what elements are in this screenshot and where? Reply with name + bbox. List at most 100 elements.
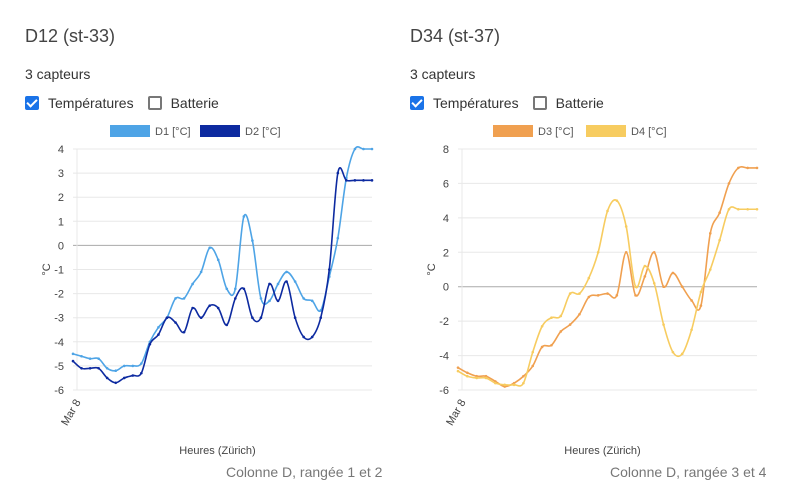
data-point	[699, 290, 703, 294]
y-tick-label: 6	[443, 178, 449, 190]
y-tick-label: 0	[58, 240, 64, 252]
x-axis-label: Heures (Zürich)	[179, 445, 255, 457]
battery-checkbox[interactable]	[147, 96, 162, 110]
panel-title: D12 (st-33)	[25, 26, 116, 46]
legend-item[interactable]: D4 [°C]	[586, 125, 667, 138]
legend-label: D4 [°C]	[631, 126, 667, 138]
data-point	[680, 285, 684, 289]
data-point	[634, 294, 637, 297]
data-point	[727, 182, 731, 185]
y-axis-label: °C	[41, 263, 53, 275]
data-point	[370, 147, 374, 151]
data-point	[114, 369, 118, 373]
data-point	[708, 232, 712, 235]
data-point	[708, 268, 712, 271]
data-point	[208, 304, 211, 307]
data-point	[456, 366, 460, 369]
y-tick-label: 0	[443, 282, 449, 294]
data-point	[199, 270, 203, 274]
data-point	[293, 280, 297, 283]
y-tick-label: 2	[443, 247, 449, 259]
data-point	[208, 246, 211, 250]
legend-item[interactable]: D3 [°C]	[493, 125, 574, 138]
series-toggles: Températures Batterie	[25, 93, 233, 113]
data-point	[690, 328, 693, 332]
data-point	[71, 359, 75, 363]
battery-label[interactable]: Batterie	[170, 95, 219, 111]
data-point	[302, 297, 305, 300]
data-point	[737, 166, 740, 170]
data-point	[191, 282, 194, 286]
data-point	[319, 316, 323, 319]
data-point	[302, 335, 305, 339]
data-point	[690, 299, 693, 302]
data-point	[624, 250, 628, 254]
battery-label[interactable]: Batterie	[555, 95, 604, 111]
data-point	[615, 199, 619, 202]
sensor-count: 3 capteurs	[25, 66, 91, 82]
y-tick-label: 3	[58, 168, 64, 180]
data-point	[293, 316, 297, 319]
y-axis-label: °C	[426, 263, 438, 275]
data-point	[345, 179, 348, 182]
data-point	[643, 275, 647, 278]
data-point	[718, 211, 721, 214]
data-point	[568, 323, 572, 326]
data-point	[568, 292, 572, 295]
y-tick-label: 1	[58, 216, 64, 228]
data-point	[578, 292, 581, 295]
data-point	[727, 207, 731, 211]
temperatures-label[interactable]: Températures	[48, 95, 134, 111]
y-tick-label: -4	[54, 337, 64, 349]
data-point	[718, 238, 721, 242]
data-point	[225, 323, 229, 327]
data-point	[88, 357, 92, 360]
data-point	[596, 294, 600, 297]
sensor-count: 3 capteurs	[410, 66, 476, 82]
data-point	[182, 297, 186, 300]
data-point	[268, 282, 271, 286]
temperature-chart-d12: D1 [°C] D2 [°C] -6 -5 -4 -3 -2 -1 0 1 2 3 4 Mar 8 °C He…	[41, 125, 374, 457]
data-point	[522, 374, 525, 378]
temperatures-label[interactable]: Températures	[433, 95, 519, 111]
data-point	[550, 343, 553, 347]
data-point	[755, 166, 759, 170]
data-point	[456, 369, 460, 373]
station-panel-d34: D34 (st-37) 3 capteurs Températures Batt…	[385, 0, 775, 499]
data-point	[550, 316, 553, 319]
panel-title: D34 (st-37)	[410, 26, 501, 46]
data-point	[114, 381, 118, 385]
data-point	[234, 297, 237, 300]
legend-item[interactable]: D1 [°C]	[110, 125, 191, 138]
data-point	[105, 367, 109, 370]
y-tick-label: -4	[439, 351, 449, 363]
y-tick-label: -6	[439, 385, 449, 397]
data-point	[699, 304, 703, 307]
panel-footer: Colonne D, rangée 3 et 4	[610, 464, 767, 480]
temperatures-checkbox[interactable]	[25, 96, 39, 110]
data-point	[737, 207, 740, 211]
data-point	[353, 179, 357, 182]
data-point	[234, 287, 237, 291]
data-point	[540, 325, 544, 328]
data-point	[362, 147, 365, 151]
data-point	[559, 314, 563, 318]
data-point	[276, 299, 280, 303]
data-point	[475, 376, 478, 380]
temperatures-checkbox[interactable]	[410, 96, 424, 110]
data-point	[652, 250, 656, 254]
legend-item[interactable]: D2 [°C]	[200, 125, 281, 138]
data-point	[242, 215, 246, 218]
data-point	[466, 371, 469, 375]
data-point	[596, 250, 600, 254]
data-point	[310, 299, 314, 303]
x-tick-label: Mar 8	[59, 398, 83, 428]
battery-checkbox[interactable]	[532, 96, 547, 110]
data-point	[531, 350, 535, 354]
data-point	[216, 306, 220, 310]
legend-label: D3 [°C]	[538, 126, 574, 138]
data-point	[251, 239, 254, 242]
data-point	[259, 316, 263, 319]
data-point	[242, 287, 246, 291]
y-tick-label: 2	[58, 192, 64, 204]
